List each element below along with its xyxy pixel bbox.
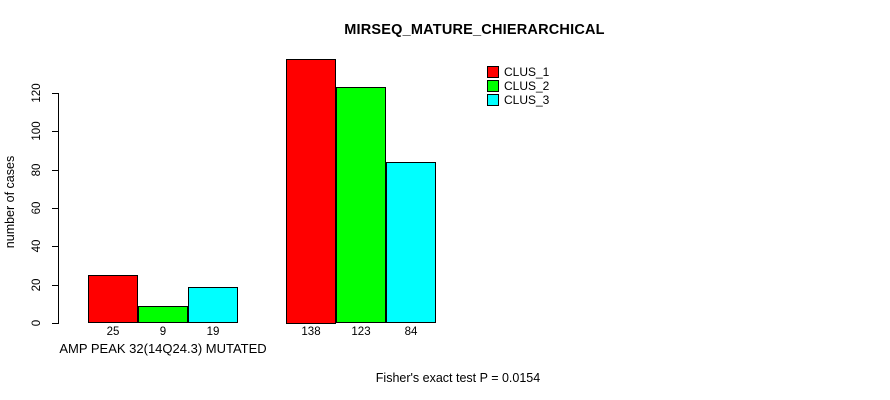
bar-clus_2-group0 xyxy=(138,306,188,323)
y-tick-label: 80 xyxy=(31,163,43,177)
bar-value-label: 9 xyxy=(159,326,167,338)
legend-label: CLUS_3 xyxy=(504,93,550,107)
y-tick xyxy=(52,131,59,132)
legend-swatch-icon xyxy=(487,66,499,78)
bar-clus_2-group1 xyxy=(336,87,386,323)
y-tick-label: 40 xyxy=(31,239,43,253)
y-tick-label: 20 xyxy=(31,278,43,292)
y-tick-label: 60 xyxy=(31,201,43,215)
category-label: AMP PEAK 32(14Q24.3) MUTATED xyxy=(59,341,267,356)
legend-swatch-icon xyxy=(487,80,499,92)
bar-value-label: 25 xyxy=(106,326,120,338)
chart-title: MIRSEQ_MATURE_CHIERARCHICAL xyxy=(344,22,605,38)
bar-value-label: 19 xyxy=(206,326,220,338)
legend-row: CLUS_2 xyxy=(487,79,549,93)
y-tick-label: 120 xyxy=(31,83,43,103)
y-tick xyxy=(52,170,59,171)
y-tick xyxy=(52,323,59,324)
y-tick-label: 0 xyxy=(31,319,43,327)
legend-row: CLUS_3 xyxy=(487,93,549,107)
y-tick xyxy=(52,208,59,209)
legend-swatch-icon xyxy=(487,94,499,106)
legend: CLUS_1 CLUS_2 CLUS_3 xyxy=(487,65,549,107)
y-tick-label: 100 xyxy=(31,121,43,141)
y-tick xyxy=(52,285,59,286)
legend-row: CLUS_1 xyxy=(487,65,549,79)
y-tick xyxy=(52,246,59,247)
legend-label: CLUS_2 xyxy=(504,79,550,93)
bar-value-label: 84 xyxy=(404,326,418,338)
legend-label: CLUS_1 xyxy=(504,65,550,79)
bar-value-label: 123 xyxy=(351,326,371,338)
annotation-text: Fisher's exact test P = 0.0154 xyxy=(375,371,541,385)
bar-clus_3-group0 xyxy=(188,287,238,323)
bar-clus_1-group1 xyxy=(286,59,336,324)
y-axis-label: number of cases xyxy=(3,155,17,249)
bar-clus_1-group0 xyxy=(88,275,138,323)
y-tick xyxy=(52,93,59,94)
bar-value-label: 138 xyxy=(301,326,321,338)
bar-clus_3-group1 xyxy=(386,162,436,323)
